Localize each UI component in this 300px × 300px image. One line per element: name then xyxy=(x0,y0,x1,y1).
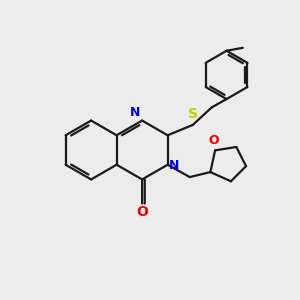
Text: O: O xyxy=(136,205,148,219)
Text: N: N xyxy=(169,159,179,172)
Text: O: O xyxy=(208,134,219,147)
Text: N: N xyxy=(130,106,141,119)
Text: S: S xyxy=(188,107,198,122)
